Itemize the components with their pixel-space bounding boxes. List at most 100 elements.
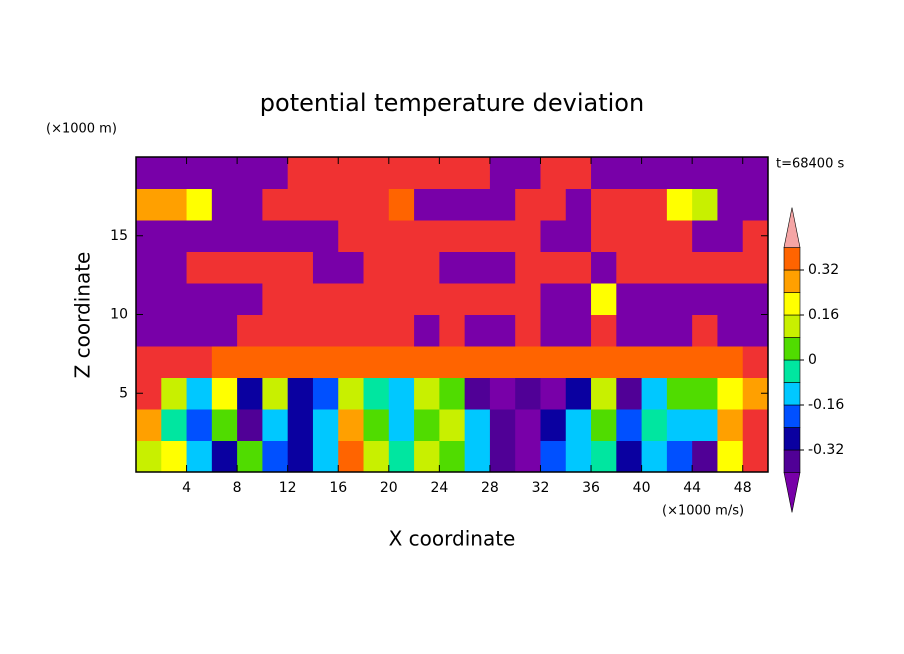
- field-cell: [186, 346, 213, 378]
- field-cell: [464, 220, 491, 252]
- field-cell: [616, 251, 643, 284]
- field-cell: [717, 251, 744, 284]
- field-cell: [717, 377, 744, 410]
- field-cell: [439, 409, 466, 441]
- field-cell: [742, 314, 769, 347]
- field-cell: [565, 346, 592, 378]
- field-cell: [312, 157, 339, 189]
- field-cell: [692, 220, 718, 252]
- field-cell: [237, 314, 263, 347]
- x-tick-label: 8: [233, 480, 242, 496]
- x-unit: (×1000 m/s): [662, 504, 744, 519]
- field-cell: [338, 377, 365, 410]
- field-cell: [489, 346, 516, 378]
- field-cell: [565, 157, 592, 189]
- field-cell: [237, 220, 263, 252]
- y-tick-label: 10: [110, 307, 128, 323]
- field-cell: [591, 377, 617, 410]
- x-tick-label: 32: [532, 480, 550, 496]
- field-cell: [439, 314, 466, 347]
- field-cell: [388, 409, 415, 441]
- colorbar-segment: [783, 269, 801, 293]
- field-cell: [237, 440, 263, 473]
- field-cell: [414, 283, 440, 315]
- field-cell: [540, 346, 567, 378]
- field-cell: [489, 409, 516, 441]
- colorbar-segment: [783, 404, 801, 428]
- field-cell: [414, 157, 440, 189]
- field-cell: [237, 283, 263, 315]
- colorbar-tick-label: 0.32: [808, 262, 839, 278]
- field-cell: [136, 251, 162, 284]
- field-cell: [161, 346, 188, 378]
- colorbar-segment: [783, 314, 801, 338]
- x-tick-label: 48: [734, 480, 752, 496]
- field-cell: [211, 409, 238, 441]
- field-cell: [717, 346, 744, 378]
- x-tick-label: 24: [430, 480, 448, 496]
- field-cell: [489, 440, 516, 473]
- field-cell: [489, 220, 516, 252]
- field-cell: [312, 220, 339, 252]
- field-cell: [565, 220, 592, 252]
- field-cell: [414, 251, 440, 284]
- field-cell: [464, 314, 491, 347]
- field-cell: [439, 220, 466, 252]
- field-cell: [312, 440, 339, 473]
- field-cell: [338, 409, 365, 441]
- field-cell: [641, 377, 668, 410]
- field-cell: [591, 283, 617, 315]
- colorbar-extend-high: [783, 207, 801, 248]
- field-cell: [312, 251, 339, 284]
- field-cell: [414, 314, 440, 347]
- field-cell: [540, 440, 567, 473]
- field-cell: [515, 314, 541, 347]
- field-cell: [161, 188, 188, 221]
- field-cell: [161, 220, 188, 252]
- field-cell: [287, 440, 314, 473]
- field-cell: [591, 220, 617, 252]
- field-cell: [287, 377, 314, 410]
- field-cell: [287, 220, 314, 252]
- field-cell: [742, 251, 769, 284]
- field-cell: [565, 188, 592, 221]
- field-cell: [287, 157, 314, 189]
- x-axis-label: X coordinate: [389, 527, 516, 551]
- field-cell: [540, 377, 567, 410]
- field-cell: [414, 377, 440, 410]
- field-cell: [616, 220, 643, 252]
- field-cell: [717, 157, 744, 189]
- y-tick-label: 5: [119, 385, 128, 401]
- field-cell: [641, 188, 668, 221]
- field-cell: [136, 157, 162, 189]
- field-cell: [616, 409, 643, 441]
- field-cell: [338, 346, 365, 378]
- field-cell: [692, 283, 718, 315]
- colorbar-segment: [783, 247, 801, 271]
- field-cell: [211, 440, 238, 473]
- field-cell: [414, 188, 440, 221]
- field-cell: [464, 377, 491, 410]
- field-cell: [312, 283, 339, 315]
- field-cell: [312, 346, 339, 378]
- field-cell: [515, 346, 541, 378]
- field-cell: [186, 440, 213, 473]
- field-cell: [515, 220, 541, 252]
- field-cell: [540, 314, 567, 347]
- field-cell: [439, 440, 466, 473]
- field-cell: [464, 251, 491, 284]
- field-cell: [464, 283, 491, 315]
- field-cell: [591, 409, 617, 441]
- field-cell: [186, 157, 213, 189]
- field-cell: [616, 314, 643, 347]
- field-cell: [666, 188, 693, 221]
- field-cell: [414, 440, 440, 473]
- field-cell: [692, 188, 718, 221]
- field-cell: [616, 440, 643, 473]
- field-cell: [515, 283, 541, 315]
- field: [136, 157, 769, 473]
- field-cell: [414, 220, 440, 252]
- field-cell: [363, 377, 390, 410]
- field-cell: [287, 283, 314, 315]
- field-cell: [338, 440, 365, 473]
